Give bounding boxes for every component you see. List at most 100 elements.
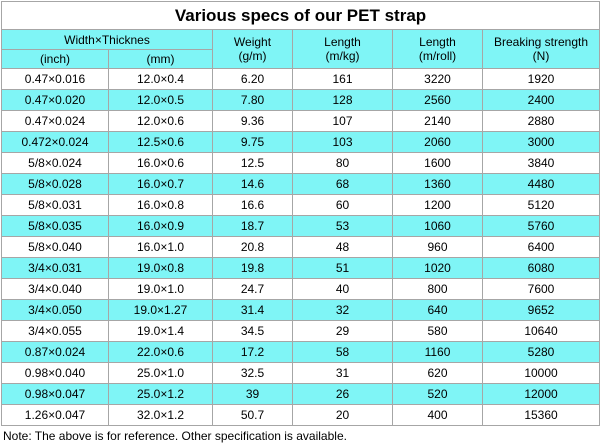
table-row: 0.47×0.020 12.0×0.5 7.80 128 2560 2400 bbox=[1, 89, 601, 111]
mm-cell: 16.0×0.7 bbox=[108, 173, 213, 195]
inch-cell: 0.87×0.024 bbox=[1, 341, 109, 363]
length-kg-cell: 128 bbox=[292, 89, 393, 111]
table-row: 3/4×0.031 19.0×0.8 19.8 51 1020 6080 bbox=[1, 257, 601, 279]
inch-cell: 5/8×0.040 bbox=[1, 236, 109, 258]
spec-table: Various specs of our PET strap Width×Thi… bbox=[0, 1, 601, 426]
length-roll-cell: 1020 bbox=[392, 257, 483, 279]
breaking-strength-cell: 6080 bbox=[481, 257, 601, 279]
table-row: 0.47×0.016 12.0×0.4 6.20 161 3220 1920 bbox=[1, 68, 601, 90]
breaking-strength-cell: 7600 bbox=[481, 278, 601, 300]
length-roll-cell: 580 bbox=[392, 320, 483, 342]
width-thickness-header: Width×Thicknes bbox=[1, 29, 213, 50]
breaking-strength-header-unit: (N) bbox=[532, 49, 550, 63]
inch-cell: 1.26×0.047 bbox=[1, 404, 109, 426]
length-roll-cell: 800 bbox=[392, 278, 483, 300]
length-roll-cell: 1060 bbox=[392, 215, 483, 237]
weight-cell: 16.6 bbox=[212, 194, 293, 216]
weight-header-unit: (g/m) bbox=[238, 49, 267, 63]
weight-cell: 39 bbox=[212, 383, 293, 405]
length-roll-cell: 2560 bbox=[392, 89, 483, 111]
inch-cell: 0.98×0.047 bbox=[1, 383, 109, 405]
length-kg-cell: 51 bbox=[292, 257, 393, 279]
breaking-strength-cell: 15360 bbox=[481, 404, 601, 426]
table-row: 1.26×0.047 32.0×1.2 50.7 20 400 15360 bbox=[1, 404, 601, 426]
table-row: 3/4×0.050 19.0×1.27 31.4 32 640 9652 bbox=[1, 299, 601, 321]
inch-cell: 5/8×0.028 bbox=[1, 173, 109, 195]
mm-cell: 19.0×1.0 bbox=[108, 278, 213, 300]
length-kg-cell: 68 bbox=[292, 173, 393, 195]
weight-cell: 20.8 bbox=[212, 236, 293, 258]
length-kg-cell: 26 bbox=[292, 383, 393, 405]
table-row: 0.472×0.024 12.5×0.6 9.75 103 2060 3000 bbox=[1, 131, 601, 153]
length-roll-cell: 520 bbox=[392, 383, 483, 405]
length-roll-cell: 960 bbox=[392, 236, 483, 258]
breaking-strength-cell: 9652 bbox=[481, 299, 601, 321]
inch-cell: 0.47×0.024 bbox=[1, 110, 109, 132]
mm-cell: 16.0×0.6 bbox=[108, 152, 213, 174]
inch-cell: 0.47×0.020 bbox=[1, 89, 109, 111]
length-kg-cell: 40 bbox=[292, 278, 393, 300]
breaking-strength-header: Breaking strength (N) bbox=[481, 29, 601, 69]
mm-cell: 12.0×0.5 bbox=[108, 89, 213, 111]
inch-cell: 3/4×0.050 bbox=[1, 299, 109, 321]
inch-cell: 3/4×0.055 bbox=[1, 320, 109, 342]
breaking-strength-cell: 3000 bbox=[481, 131, 601, 153]
inch-cell: 0.98×0.040 bbox=[1, 362, 109, 384]
table-row: 3/4×0.040 19.0×1.0 24.7 40 800 7600 bbox=[1, 278, 601, 300]
length-kg-cell: 20 bbox=[292, 404, 393, 426]
inch-cell: 3/4×0.040 bbox=[1, 278, 109, 300]
weight-cell: 7.80 bbox=[212, 89, 293, 111]
length-kg-cell: 58 bbox=[292, 341, 393, 363]
length-kg-header-label: Length bbox=[324, 35, 361, 49]
weight-cell: 14.6 bbox=[212, 173, 293, 195]
weight-cell: 24.7 bbox=[212, 278, 293, 300]
table-row: 5/8×0.024 16.0×0.6 12.5 80 1600 3840 bbox=[1, 152, 601, 174]
inch-cell: 5/8×0.035 bbox=[1, 215, 109, 237]
weight-cell: 31.4 bbox=[212, 299, 293, 321]
table-row: 0.47×0.024 12.0×0.6 9.36 107 2140 2880 bbox=[1, 110, 601, 132]
length-kg-header-unit: (m/kg) bbox=[325, 49, 360, 63]
mm-cell: 12.5×0.6 bbox=[108, 131, 213, 153]
breaking-strength-cell: 5760 bbox=[481, 215, 601, 237]
mm-cell: 16.0×1.0 bbox=[108, 236, 213, 258]
weight-cell: 32.5 bbox=[212, 362, 293, 384]
mm-cell: 22.0×0.6 bbox=[108, 341, 213, 363]
table-row: 5/8×0.028 16.0×0.7 14.6 68 1360 4480 bbox=[1, 173, 601, 195]
weight-cell: 50.7 bbox=[212, 404, 293, 426]
table-row: 5/8×0.040 16.0×1.0 20.8 48 960 6400 bbox=[1, 236, 601, 258]
length-roll-header-unit: (m/roll) bbox=[418, 49, 457, 63]
table-title: Various specs of our PET strap bbox=[0, 1, 601, 30]
table-row: 5/8×0.031 16.0×0.8 16.6 60 1200 5120 bbox=[1, 194, 601, 216]
weight-cell: 9.75 bbox=[212, 131, 293, 153]
mm-cell: 12.0×0.4 bbox=[108, 68, 213, 90]
inch-subheader: (inch) bbox=[1, 49, 109, 69]
length-kg-cell: 29 bbox=[292, 320, 393, 342]
breaking-strength-cell: 12000 bbox=[481, 383, 601, 405]
weight-header-label: Weight bbox=[233, 35, 272, 49]
length-kg-cell: 32 bbox=[292, 299, 393, 321]
length-kg-cell: 60 bbox=[292, 194, 393, 216]
weight-header: Weight (g/m) bbox=[212, 29, 293, 69]
length-roll-cell: 400 bbox=[392, 404, 483, 426]
breaking-strength-cell: 2400 bbox=[481, 89, 601, 111]
table-row: 5/8×0.035 16.0×0.9 18.7 53 1060 5760 bbox=[1, 215, 601, 237]
length-kg-cell: 48 bbox=[292, 236, 393, 258]
table-row: 3/4×0.055 19.0×1.4 34.5 29 580 10640 bbox=[1, 320, 601, 342]
length-roll-header-label: Length bbox=[419, 35, 456, 49]
mm-cell: 25.0×1.2 bbox=[108, 383, 213, 405]
length-roll-cell: 1200 bbox=[392, 194, 483, 216]
weight-cell: 9.36 bbox=[212, 110, 293, 132]
breaking-strength-cell: 2880 bbox=[481, 110, 601, 132]
inch-cell: 3/4×0.031 bbox=[1, 257, 109, 279]
table-row: 0.98×0.047 25.0×1.2 39 26 520 12000 bbox=[1, 383, 601, 405]
weight-cell: 12.5 bbox=[212, 152, 293, 174]
length-roll-cell: 1600 bbox=[392, 152, 483, 174]
length-roll-cell: 640 bbox=[392, 299, 483, 321]
weight-cell: 18.7 bbox=[212, 215, 293, 237]
inch-cell: 5/8×0.024 bbox=[1, 152, 109, 174]
length-roll-cell: 1160 bbox=[392, 341, 483, 363]
length-roll-cell: 2140 bbox=[392, 110, 483, 132]
breaking-strength-cell: 4480 bbox=[481, 173, 601, 195]
length-roll-cell: 3220 bbox=[392, 68, 483, 90]
breaking-strength-cell: 1920 bbox=[481, 68, 601, 90]
